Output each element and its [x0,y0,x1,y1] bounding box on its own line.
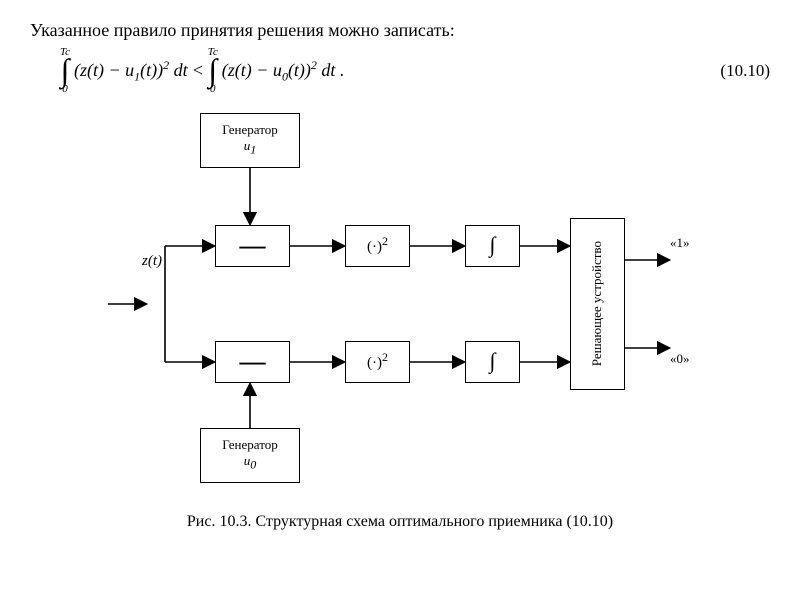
rhs-tail: (t)) [288,60,311,80]
int-symbol: ∫ [61,58,70,84]
lhs-tail: (t)) [140,60,163,80]
rhs-open: (z(t) − u0(t))2 dt . [222,58,345,85]
block-diagram: Генератор u1 Генератор u0 — (·)2 ∫ — (·)… [90,113,710,503]
integral-lhs: Tc ∫ 0 [60,47,70,95]
cmp: < [192,60,204,81]
figure-caption: Рис. 10.3. Структурная схема оптимальног… [30,513,770,531]
rhs-dt: dt [317,60,336,80]
int-symbol-r: ∫ [208,58,217,84]
lhs-dt: dt [169,60,188,80]
rhs-body: (z(t) − u [222,60,282,80]
equation: Tc ∫ 0 (z(t) − u1(t))2 dt < Tc ∫ 0 (z(t)… [60,47,344,95]
equation-number: (10.10) [720,61,770,81]
lhs-open: (z(t) − u1(t))2 dt [74,58,188,85]
eq-period: . [335,60,344,80]
lhs-body: (z(t) − u [74,60,134,80]
page-heading: Указанное правило принятия решения можно… [30,20,770,41]
int-lower: 0 [62,84,68,95]
int-lower-r: 0 [210,84,216,95]
equation-row: Tc ∫ 0 (z(t) − u1(t))2 dt < Tc ∫ 0 (z(t)… [30,47,770,95]
integral-rhs: Tc ∫ 0 [208,47,218,95]
connectors [90,113,710,503]
